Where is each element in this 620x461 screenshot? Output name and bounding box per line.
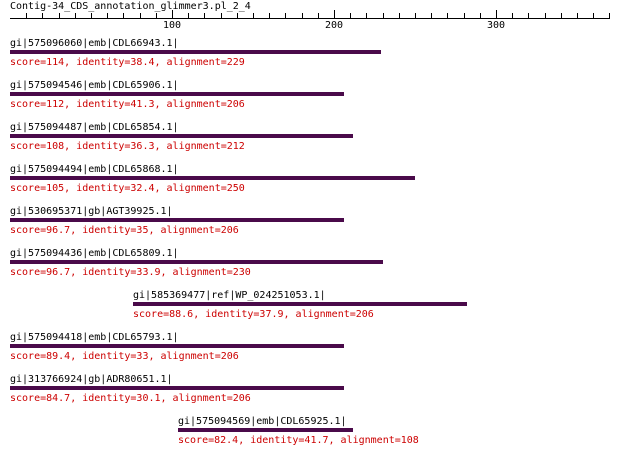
hit-label[interactable]: gi|530695371|gb|AGT39925.1| [10, 206, 173, 217]
minor-tick [221, 13, 222, 18]
hit-label[interactable]: gi|575094418|emb|CDL65793.1| [10, 332, 179, 343]
hit-stats: score=82.4, identity=41.7, alignment=108 [178, 435, 419, 446]
minor-tick [285, 13, 286, 18]
hit-label[interactable]: gi|575094487|emb|CDL65854.1| [10, 122, 179, 133]
alignment-bar[interactable] [10, 176, 415, 180]
major-tick [172, 10, 173, 18]
minor-tick [253, 13, 254, 18]
minor-tick [415, 13, 416, 18]
minor-tick [447, 13, 448, 18]
hit-stats: score=108, identity=36.3, alignment=212 [10, 141, 245, 152]
hit-stats: score=112, identity=41.3, alignment=206 [10, 99, 245, 110]
tick-label: 200 [324, 20, 344, 31]
minor-tick [561, 13, 562, 18]
alignment-bar[interactable] [10, 386, 344, 390]
minor-tick [512, 13, 513, 18]
hit-stats: score=114, identity=38.4, alignment=229 [10, 57, 245, 68]
tick-label: 300 [486, 20, 506, 31]
major-tick [496, 10, 497, 18]
hit-row[interactable]: gi|575094436|emb|CDL65809.1| score=96.7, … [0, 248, 620, 288]
minor-tick [269, 13, 270, 18]
hit-row[interactable]: gi|575094418|emb|CDL65793.1| score=89.4, … [0, 332, 620, 372]
hit-row[interactable]: gi|575094494|emb|CDL65868.1| score=105, i… [0, 164, 620, 204]
minor-tick [42, 13, 43, 18]
minor-tick [75, 13, 76, 18]
minor-tick [123, 13, 124, 18]
minor-tick [593, 13, 594, 18]
hit-row[interactable]: gi|530695371|gb|AGT39925.1| score=96.7, i… [0, 206, 620, 246]
minor-tick [383, 13, 384, 18]
hit-stats: score=89.4, identity=33, alignment=206 [10, 351, 239, 362]
axis-ruler [10, 18, 610, 19]
hit-stats: score=96.7, identity=33.9, alignment=230 [10, 267, 251, 278]
hit-stats: score=96.7, identity=35, alignment=206 [10, 225, 239, 236]
hit-label[interactable]: gi|575094436|emb|CDL65809.1| [10, 248, 179, 259]
minor-tick [140, 13, 141, 18]
minor-tick [237, 13, 238, 18]
minor-tick [464, 13, 465, 18]
hit-label[interactable]: gi|575094494|emb|CDL65868.1| [10, 164, 179, 175]
alignment-bar[interactable] [133, 302, 467, 306]
hit-label[interactable]: gi|313766924|gb|ADR80651.1| [10, 374, 173, 385]
minor-tick [107, 13, 108, 18]
minor-tick [204, 13, 205, 18]
alignment-bar[interactable] [10, 218, 344, 222]
contig-title: Contig-34_CDS_annotation_glimmer3.pl_2_4 [10, 1, 251, 12]
minor-tick [366, 13, 367, 18]
hit-row[interactable]: gi|313766924|gb|ADR80651.1| score=84.7, i… [0, 374, 620, 414]
minor-tick [609, 13, 610, 18]
hit-label[interactable]: gi|575094546|emb|CDL65906.1| [10, 80, 179, 91]
hit-row[interactable]: gi|575094546|emb|CDL65906.1| score=112, i… [0, 80, 620, 120]
minor-tick [59, 13, 60, 18]
minor-tick [350, 13, 351, 18]
minor-tick [302, 13, 303, 18]
hit-stats: score=105, identity=32.4, alignment=250 [10, 183, 245, 194]
hit-row[interactable]: gi|575096060|emb|CDL66943.1| score=114, i… [0, 38, 620, 78]
alignment-bar[interactable] [10, 344, 344, 348]
minor-tick [91, 13, 92, 18]
alignment-bar[interactable] [10, 134, 353, 138]
hit-row[interactable]: gi|585369477|ref|WP_024251053.1| score=88… [0, 290, 620, 330]
tick-label: 100 [162, 20, 182, 31]
minor-tick [480, 13, 481, 18]
minor-tick [156, 13, 157, 18]
hit-label[interactable]: gi|575094569|emb|CDL65925.1| [178, 416, 347, 427]
alignment-bar[interactable] [10, 92, 344, 96]
alignment-bar[interactable] [10, 50, 381, 54]
hit-stats: score=88.6, identity=37.9, alignment=206 [133, 309, 374, 320]
alignment-bar[interactable] [178, 428, 353, 432]
minor-tick [431, 13, 432, 18]
minor-tick [545, 13, 546, 18]
alignment-bar[interactable] [10, 260, 383, 264]
minor-tick [399, 13, 400, 18]
minor-tick [528, 13, 529, 18]
hit-stats: score=84.7, identity=30.1, alignment=206 [10, 393, 251, 404]
minor-tick [318, 13, 319, 18]
minor-tick [26, 13, 27, 18]
minor-tick [188, 13, 189, 18]
minor-tick [577, 13, 578, 18]
hit-row[interactable]: gi|575094569|emb|CDL65925.1| score=82.4, … [0, 416, 620, 456]
hit-label[interactable]: gi|585369477|ref|WP_024251053.1| [133, 290, 326, 301]
major-tick [334, 10, 335, 18]
hit-row[interactable]: gi|575094487|emb|CDL65854.1| score=108, i… [0, 122, 620, 162]
hit-label[interactable]: gi|575096060|emb|CDL66943.1| [10, 38, 179, 49]
